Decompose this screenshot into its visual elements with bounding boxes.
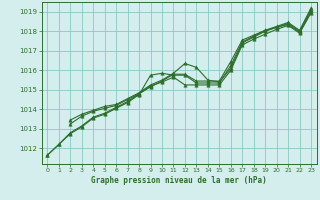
X-axis label: Graphe pression niveau de la mer (hPa): Graphe pression niveau de la mer (hPa) — [91, 176, 267, 185]
